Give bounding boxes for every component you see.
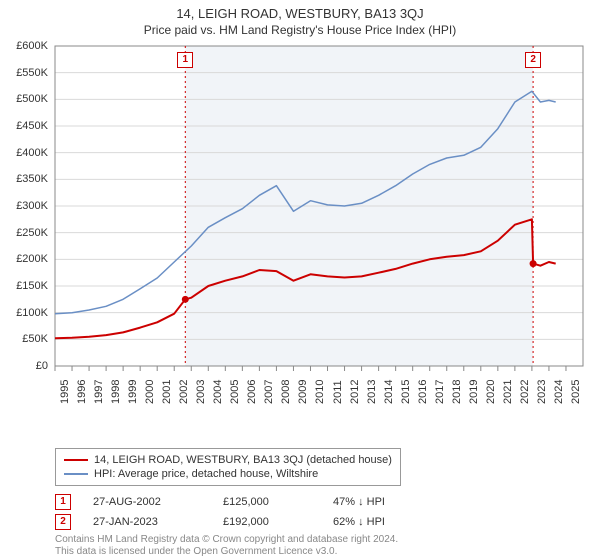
legend-swatch [64,459,88,461]
legend-item: 14, LEIGH ROAD, WESTBURY, BA13 3QJ (deta… [64,453,392,467]
x-tick-label: 2009 [297,380,309,404]
transaction-row: 2 27-JAN-2023£192,00062% ↓ HPI [55,512,453,532]
x-tick-label: 2013 [366,380,378,404]
page-subtitle: Price paid vs. HM Land Registry's House … [0,21,600,41]
y-tick-label: £400K [16,147,48,159]
transaction-pct: 62% ↓ HPI [333,516,453,528]
x-tick-label: 2011 [332,380,344,404]
x-tick-label: 2004 [212,380,224,404]
x-tick-label: 2008 [280,380,292,404]
legend-label: 14, LEIGH ROAD, WESTBURY, BA13 3QJ (deta… [94,454,392,466]
transaction-price: £125,000 [223,496,333,508]
x-tick-label: 2007 [263,380,275,404]
chart-area: £0 £50K £100K £150K £200K £250K £300K £350K £400… [0,41,600,411]
transaction-pct: 47% ↓ HPI [333,496,453,508]
transaction-marker: 2 [55,514,71,530]
y-tick-label: £200K [16,253,48,265]
legend-item: HPI: Average price, detached house, Wilt… [64,467,392,481]
x-tick-label: 2025 [570,380,582,404]
legend-swatch [64,473,88,475]
transaction-price: £192,000 [223,516,333,528]
transaction-date: 27-JAN-2023 [93,516,223,528]
x-tick-label: 1999 [127,380,139,404]
transaction-marker: 1 [55,494,71,510]
x-tick-label: 2014 [383,380,395,404]
x-tick-label: 2005 [229,380,241,404]
x-tick-label: 2021 [502,380,514,404]
x-tick-label: 2022 [519,380,531,404]
y-tick-label: £550K [16,67,48,79]
footer-line1: Contains HM Land Registry data © Crown c… [55,534,398,546]
x-tick-label: 2016 [417,380,429,404]
x-tick-label: 2020 [485,380,497,404]
chart-container: 14, LEIGH ROAD, WESTBURY, BA13 3QJ Price… [0,0,600,560]
x-tick-label: 1997 [93,380,105,404]
footer-line2: This data is licensed under the Open Gov… [55,546,398,558]
x-tick-label: 2012 [349,380,361,404]
y-tick-label: £450K [16,120,48,132]
y-tick-label: £600K [16,40,48,52]
x-tick-label: 2002 [178,380,190,404]
y-tick-label: £50K [22,333,48,345]
x-tick-label: 2003 [195,380,207,404]
chart-svg [0,41,600,411]
transaction-date: 27-AUG-2002 [93,496,223,508]
x-tick-label: 2019 [468,380,480,404]
y-tick-label: £300K [16,200,48,212]
chart-marker: 1 [177,52,193,68]
legend-label: HPI: Average price, detached house, Wilt… [94,468,318,480]
footer: Contains HM Land Registry data © Crown c… [55,534,398,558]
x-tick-label: 2023 [536,380,548,404]
legend: 14, LEIGH ROAD, WESTBURY, BA13 3QJ (deta… [55,448,401,486]
y-tick-label: £500K [16,93,48,105]
x-tick-label: 2010 [314,380,326,404]
y-tick-label: £100K [16,307,48,319]
x-tick-label: 1996 [76,380,88,404]
chart-marker: 2 [525,52,541,68]
x-tick-label: 2017 [434,380,446,404]
x-tick-label: 1998 [110,380,122,404]
y-tick-label: £150K [16,280,48,292]
x-tick-label: 1995 [59,380,71,404]
x-tick-label: 2018 [451,380,463,404]
transactions-table: 1 27-AUG-2002£125,00047% ↓ HPI 2 27-JAN-202… [55,492,453,532]
x-tick-label: 2015 [400,380,412,404]
x-tick-label: 2000 [144,380,156,404]
x-tick-label: 2024 [553,380,565,404]
transaction-row: 1 27-AUG-2002£125,00047% ↓ HPI [55,492,453,512]
x-tick-label: 2001 [161,380,173,404]
y-tick-label: £250K [16,227,48,239]
y-tick-label: £0 [36,360,48,372]
x-tick-label: 2006 [246,380,258,404]
y-tick-label: £350K [16,173,48,185]
page-title: 14, LEIGH ROAD, WESTBURY, BA13 3QJ [0,0,600,21]
